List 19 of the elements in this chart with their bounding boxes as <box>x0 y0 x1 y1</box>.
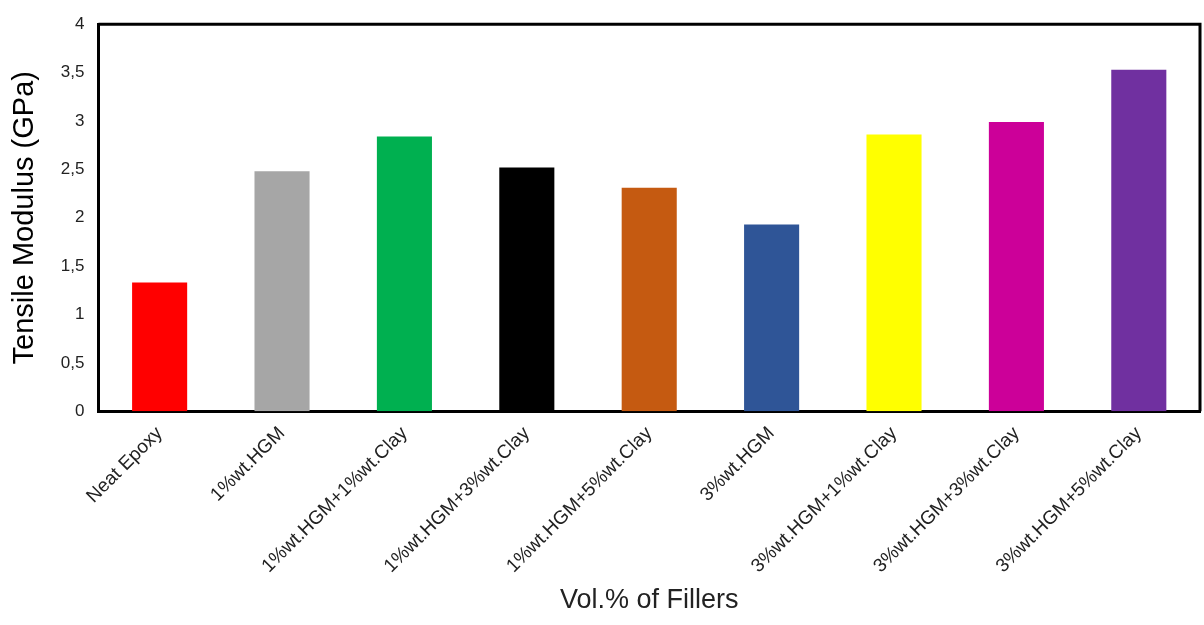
y-tick-label: 2 <box>74 207 85 227</box>
y-tick-label: 0 <box>74 400 85 420</box>
y-tick-label: 3,5 <box>60 62 85 82</box>
x-axis-title: Vol.% of Fillers <box>559 584 739 615</box>
bar <box>1111 69 1167 412</box>
y-tick-label: 2,5 <box>60 159 85 179</box>
bar <box>254 171 310 412</box>
bar <box>866 134 922 412</box>
bar <box>744 224 800 412</box>
y-tick-label: 1,5 <box>60 255 85 275</box>
bar <box>376 136 432 412</box>
bar <box>621 187 677 412</box>
y-tick-label: 0,5 <box>60 352 85 372</box>
bar <box>132 282 188 412</box>
y-tick-label: 1 <box>74 304 85 324</box>
bar <box>988 121 1044 412</box>
y-axis-title: Tensile Modulus (GPa) <box>7 71 40 365</box>
y-tick-label: 3 <box>74 110 85 130</box>
y-tick-label: 4 <box>74 13 85 33</box>
